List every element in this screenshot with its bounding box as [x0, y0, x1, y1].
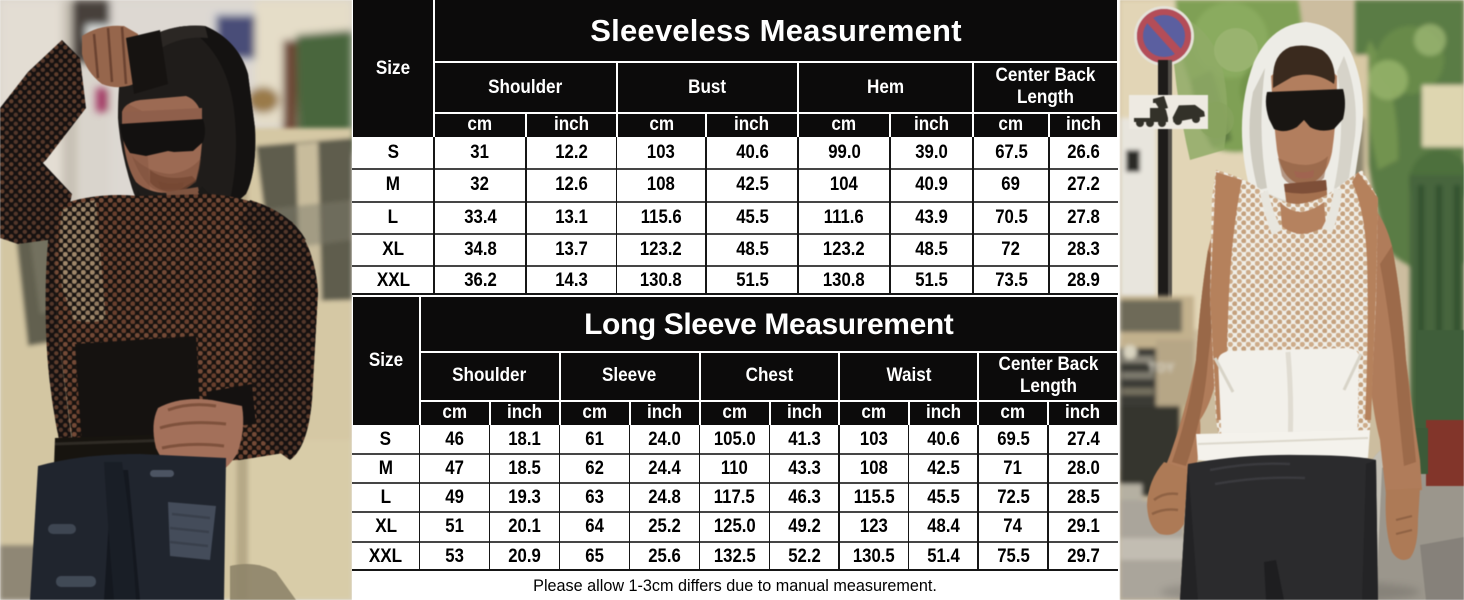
svg-text:TOY: TOY	[1148, 360, 1175, 375]
